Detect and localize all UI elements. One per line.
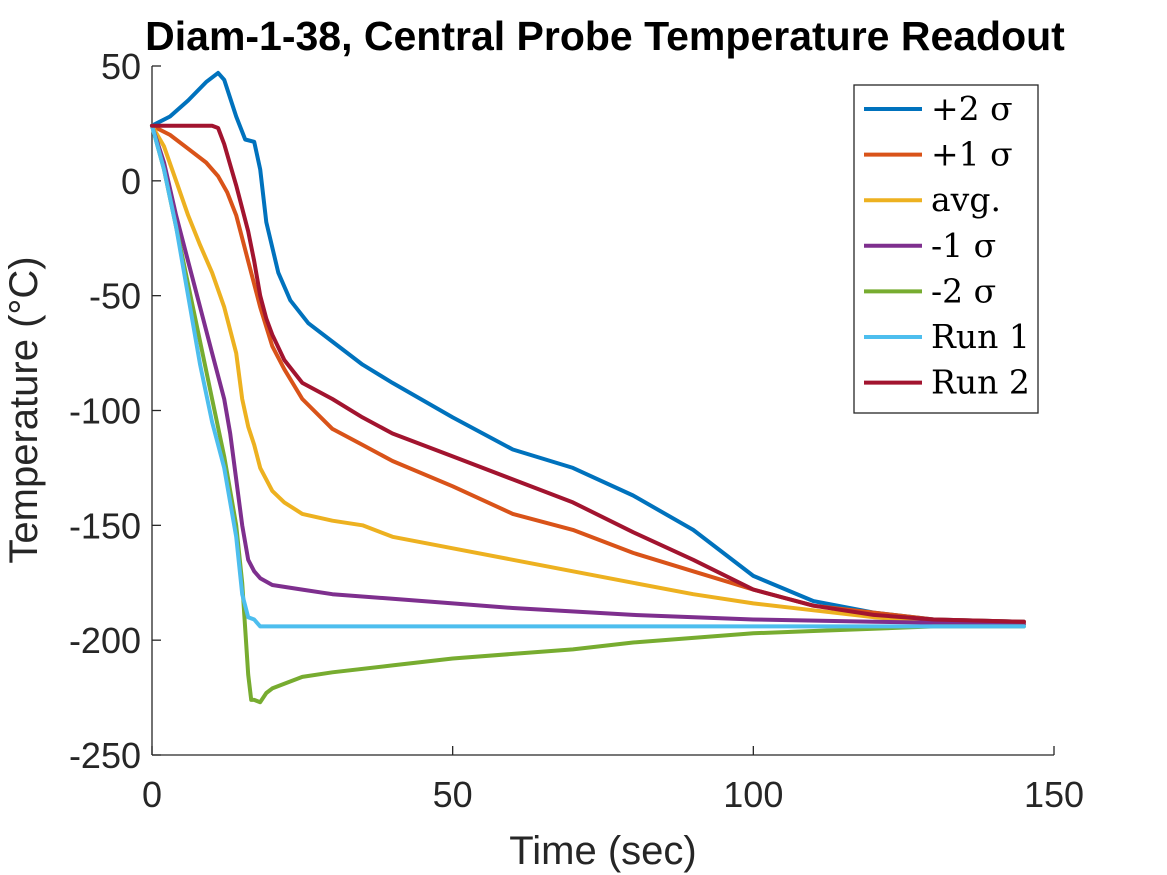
legend-entry: -2 σ	[931, 271, 996, 310]
y-tick-label: 0	[121, 161, 141, 202]
x-tick-label: 150	[1024, 774, 1084, 815]
y-tick-label: -100	[69, 391, 141, 432]
series-line-6	[150, 123, 1026, 624]
y-tick-label: -200	[69, 620, 141, 661]
y-axis-label: Temperature (°C)	[2, 256, 46, 563]
legend-entry: -1 σ	[931, 226, 996, 265]
legend-entry: Run 1	[931, 317, 1030, 356]
series-line-5	[150, 123, 1026, 629]
legend-entry: +2 σ	[931, 89, 1013, 128]
series-group	[150, 70, 1026, 705]
x-tick-label: 0	[142, 774, 162, 815]
chart-title: Diam-1-38, Central Probe Temperature Rea…	[145, 13, 1065, 59]
series-line-0	[150, 70, 1026, 624]
y-tick-label: -250	[69, 735, 141, 776]
axis-ticks: 0 50 100 150 50 0 -50 -100 -150 -200 -250	[69, 46, 1084, 815]
x-tick-label: 100	[723, 774, 783, 815]
legend: +2 σ +1 σ avg. -1 σ -2 σ Run 1 Run 2	[853, 84, 1039, 414]
legend-entry: avg.	[931, 180, 1001, 219]
legend-entry: +1 σ	[931, 135, 1013, 174]
legend-entry: Run 2	[931, 363, 1030, 402]
y-tick-label: -150	[69, 505, 141, 546]
series-line-4	[150, 123, 1026, 705]
x-axis-label: Time (sec)	[509, 829, 696, 873]
x-tick-label: 50	[433, 774, 473, 815]
legend-box	[853, 84, 1039, 414]
y-tick-label: 50	[101, 46, 141, 87]
plot-area: 0 50 100 150 50 0 -50 -100 -150 -200 -250	[69, 46, 1084, 815]
series-line-2	[150, 123, 1026, 627]
series-line-3	[150, 123, 1026, 627]
y-tick-label: -50	[89, 276, 141, 317]
